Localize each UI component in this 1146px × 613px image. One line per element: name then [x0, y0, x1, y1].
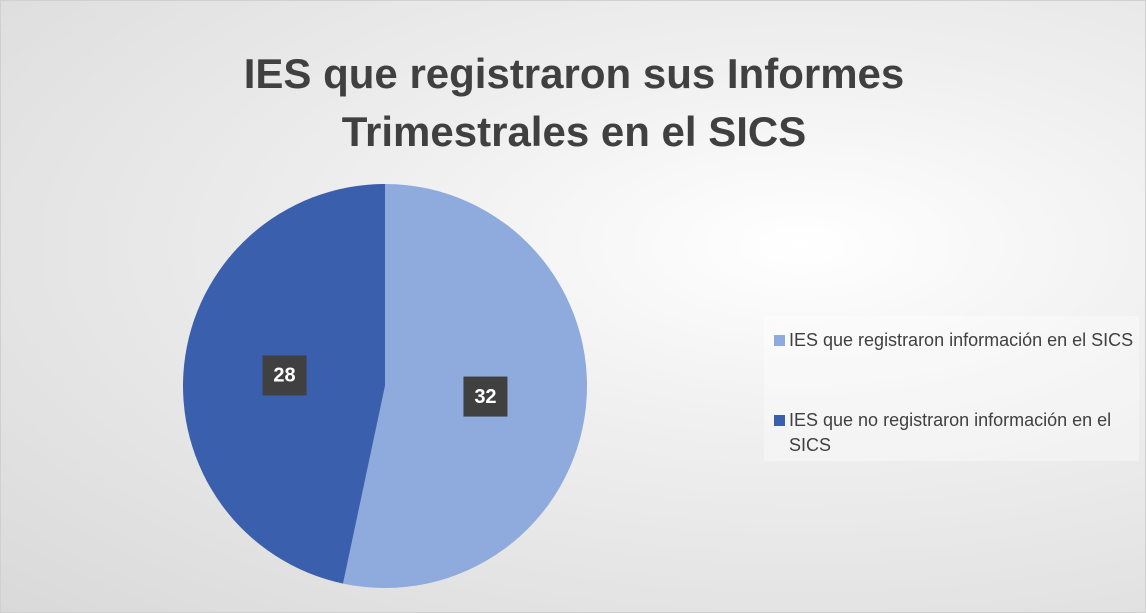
data-label: 28	[273, 365, 295, 387]
legend: IES que registraron información en el SI…	[764, 316, 1139, 461]
legend-item: IES que no registraron información en el…	[774, 408, 1134, 458]
legend-item: IES que registraron información en el SI…	[774, 328, 1134, 353]
chart-title: IES que registraron sus Informes Trimest…	[243, 50, 905, 155]
data-label-box	[463, 376, 508, 417]
legend-swatch	[774, 335, 785, 346]
legend-label: IES que registraron información en el SI…	[789, 330, 1134, 350]
data-label: 32	[474, 386, 496, 408]
legend-swatch	[774, 415, 785, 426]
legend-label: IES que no registraron información en el…	[789, 410, 1112, 455]
data-label-box	[262, 355, 307, 396]
